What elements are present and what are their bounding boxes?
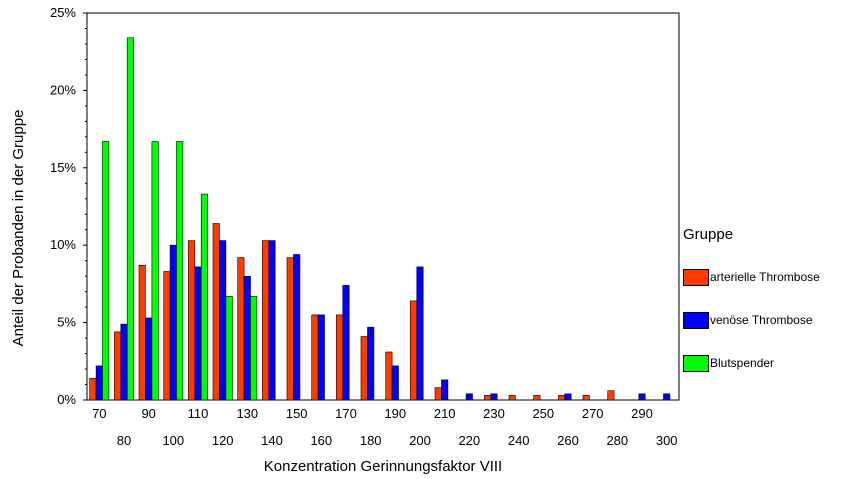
x-tick-label-250: 250 — [532, 406, 554, 421]
bar-210-series-1 — [434, 387, 442, 401]
x-axis-title: Konzentration Gerinnungsfaktor VIII — [264, 458, 502, 475]
x-tick-label-280: 280 — [606, 433, 628, 448]
bar-130-series-2 — [243, 275, 251, 401]
bar-230-series-2 — [490, 393, 498, 401]
x-tick-label-90: 90 — [141, 406, 155, 421]
x-tick-label-130: 130 — [236, 406, 258, 421]
y-tick-label: 0% — [57, 392, 76, 407]
bar-120-series-2 — [219, 240, 227, 401]
y-tick-label: 15% — [50, 160, 76, 175]
legend-swatch — [683, 354, 709, 372]
bar-110-series-1 — [188, 240, 196, 401]
bar-260-series-1 — [558, 395, 566, 401]
x-tick-label-210: 210 — [434, 406, 456, 421]
legend: Gruppe arterielle Thrombose venöse Throm… — [683, 226, 853, 396]
bar-270-series-1 — [582, 395, 590, 401]
bar-250-series-1 — [533, 395, 541, 401]
bar-70-series-2 — [95, 365, 103, 401]
bar-190-series-2 — [391, 365, 399, 401]
x-tick-label-300: 300 — [656, 433, 678, 448]
bars — [89, 37, 671, 401]
x-tick-label-190: 190 — [384, 406, 406, 421]
bar-90-series-3 — [151, 141, 159, 401]
bar-100-series-3 — [176, 141, 184, 401]
x-tick-label-170: 170 — [335, 406, 357, 421]
x-tick-label-80: 80 — [117, 433, 131, 448]
legend-title: Gruppe — [683, 226, 734, 243]
bar-140-series-1 — [262, 240, 270, 401]
bar-290-series-2 — [638, 393, 646, 401]
bar-300-series-2 — [663, 393, 671, 401]
x-tick-label-200: 200 — [409, 433, 431, 448]
y-tick-label: 20% — [50, 82, 76, 97]
x-tick-label-120: 120 — [212, 433, 234, 448]
bar-80-series-2 — [120, 323, 128, 401]
bar-110-series-2 — [194, 266, 202, 401]
legend-swatch — [683, 268, 709, 286]
x-tick-label-270: 270 — [582, 406, 604, 421]
x-tick-label-260: 260 — [557, 433, 579, 448]
legend-swatch — [683, 311, 709, 329]
bar-210-series-2 — [441, 379, 449, 401]
x-tick-label-220: 220 — [458, 433, 480, 448]
y-tick-label: 5% — [57, 315, 76, 330]
bar-90-series-1 — [138, 264, 146, 401]
bar-120-series-3 — [225, 295, 233, 401]
x-tick-label-240: 240 — [508, 433, 530, 448]
x-tick-label-160: 160 — [310, 433, 332, 448]
bar-140-series-2 — [268, 240, 276, 401]
bar-160-series-2 — [317, 314, 325, 401]
x-tick-label-290: 290 — [631, 406, 653, 421]
bar-180-series-2 — [367, 326, 375, 401]
x-tick-label-140: 140 — [261, 433, 283, 448]
bar-230-series-1 — [484, 395, 492, 401]
bar-80-series-1 — [114, 331, 122, 401]
x-tick-label-110: 110 — [188, 406, 209, 421]
bar-200-series-1 — [410, 300, 418, 401]
x-tick-label-180: 180 — [360, 433, 382, 448]
bar-90-series-2 — [145, 317, 153, 401]
bar-100-series-2 — [169, 244, 177, 401]
bar-240-series-1 — [508, 395, 516, 401]
legend-item-arterielle-thrombose: arterielle Thrombose — [683, 267, 853, 287]
bar-130-series-1 — [237, 257, 245, 401]
bar-150-series-1 — [286, 257, 294, 401]
bar-70-series-1 — [89, 377, 97, 401]
bar-160-series-1 — [311, 314, 319, 401]
bar-280-series-1 — [607, 390, 615, 401]
bar-110-series-3 — [200, 193, 208, 401]
bar-100-series-1 — [163, 271, 171, 401]
legend-item-venoese-thrombose: venöse Thrombose — [683, 310, 853, 330]
x-tick-label-150: 150 — [286, 406, 308, 421]
bar-260-series-2 — [564, 393, 572, 401]
plot-area — [86, 12, 680, 401]
bar-200-series-2 — [416, 266, 424, 401]
legend-label: arterielle Thrombose — [710, 270, 820, 284]
bar-170-series-2 — [342, 285, 350, 401]
bar-220-series-2 — [465, 393, 473, 401]
x-tick-label-230: 230 — [483, 406, 505, 421]
y-axis-ticks: 0% 5% 10% 15% 20% 25% — [50, 5, 87, 407]
y-tick-label: 10% — [50, 237, 76, 252]
y-axis-title: Anteil der Probanden in der Gruppe — [10, 110, 27, 347]
bar-70-series-3 — [102, 141, 110, 401]
legend-item-blutspender: Blutspender — [683, 353, 853, 373]
legend-label: Blutspender — [710, 356, 775, 370]
bar-80-series-3 — [126, 37, 134, 401]
bar-190-series-1 — [385, 351, 393, 401]
legend-label: venöse Thrombose — [710, 313, 813, 327]
bar-150-series-2 — [293, 254, 301, 401]
bar-120-series-1 — [212, 223, 220, 401]
x-tick-label-100: 100 — [162, 433, 184, 448]
y-tick-label: 25% — [50, 5, 76, 20]
x-axis-ticks: 7080901001101201301401501601701801902002… — [92, 406, 677, 448]
bar-130-series-3 — [250, 295, 258, 401]
x-tick-label-70: 70 — [92, 406, 106, 421]
bar-180-series-1 — [360, 336, 368, 401]
bar-170-series-1 — [336, 314, 344, 401]
